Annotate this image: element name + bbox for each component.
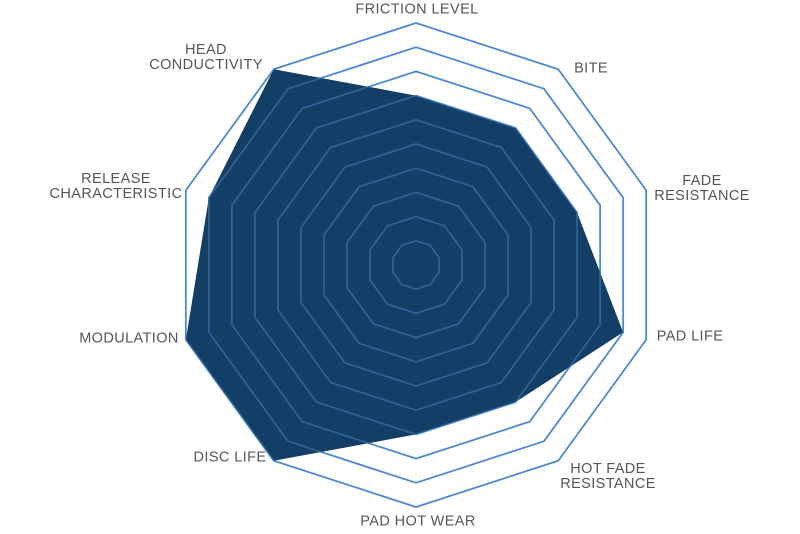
grid-ring-2	[369, 215, 463, 315]
grid-ring-3	[346, 191, 486, 339]
grid-ring-1	[392, 239, 440, 291]
grid-ring-4	[323, 167, 509, 363]
grid-ring-5	[300, 143, 532, 387]
grid-ring-10	[184, 22, 648, 508]
grid-ring-6	[277, 118, 555, 412]
data-polygon	[185, 69, 624, 461]
